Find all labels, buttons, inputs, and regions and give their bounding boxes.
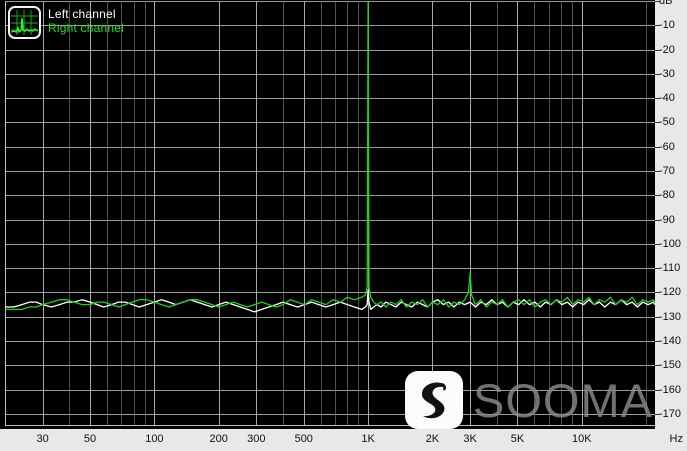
db-tick-label: -20 <box>659 43 675 56</box>
hz-tick-label: 2K <box>425 433 440 445</box>
db-tick-mark <box>655 122 660 123</box>
hz-unit-label: Hz <box>669 433 683 445</box>
hz-tick-label: 200 <box>209 433 228 445</box>
plot-grid <box>5 1 655 426</box>
db-tick-mark <box>655 390 660 391</box>
legend-left-channel-label: Left channel <box>48 7 116 21</box>
db-tick-mark <box>655 244 660 245</box>
db-tick-mark <box>655 1 660 2</box>
db-tick-label: -150 <box>659 359 682 372</box>
hz-tick-label: 100 <box>145 433 164 445</box>
db-tick-mark <box>655 195 660 196</box>
hz-tick-label: 30 <box>36 433 49 445</box>
db-tick-label: -10 <box>659 19 675 32</box>
soomal-watermark: SOOMAL <box>405 371 680 429</box>
plot-canvas <box>5 1 655 426</box>
db-tick-label: -160 <box>659 383 682 396</box>
hz-axis: Hz 30 50 100 200 300 500 1K 2K 3K 5K 10K <box>0 429 687 451</box>
db-tick-label: -100 <box>659 237 682 250</box>
db-tick-label: -90 <box>659 213 675 226</box>
db-tick-mark <box>655 292 660 293</box>
db-tick-label: -80 <box>659 189 675 202</box>
db-tick-label: dB <box>659 0 673 7</box>
db-tick-label: -120 <box>659 286 682 299</box>
db-tick-mark <box>655 171 660 172</box>
db-tick-mark <box>655 98 660 99</box>
db-tick-mark <box>655 365 660 366</box>
legend-right-channel-label: Right channel <box>48 21 124 35</box>
db-tick-mark <box>655 147 660 148</box>
plot-traces <box>5 1 655 313</box>
db-tick-mark <box>655 74 660 75</box>
soomal-wordmark: SOOMAL <box>473 373 681 427</box>
spectrum-plot[interactable]: Left channel Right channel SOOMAL <box>0 0 679 429</box>
hz-tick-label: 50 <box>83 433 97 445</box>
db-tick-mark <box>655 268 660 269</box>
db-tick-label: -140 <box>659 335 682 347</box>
db-tick-mark <box>655 220 660 221</box>
db-tick-label: -50 <box>659 116 675 129</box>
db-tick-mark <box>655 25 660 26</box>
db-tick-label: -130 <box>659 310 682 323</box>
db-tick-label: -30 <box>659 67 675 80</box>
legend: Left channel Right channel <box>8 6 124 39</box>
db-tick-label: -60 <box>659 140 675 153</box>
db-tick-label: -110 <box>659 262 681 275</box>
db-tick-label: -40 <box>659 92 675 105</box>
db-tick-mark <box>655 341 660 342</box>
db-tick-label: -170 <box>659 407 682 420</box>
db-tick-mark <box>655 414 660 415</box>
spectrum-display-icon <box>8 6 41 39</box>
hz-tick-label: 3K <box>463 433 477 445</box>
db-tick-mark <box>655 317 660 318</box>
soomal-logo <box>405 371 463 429</box>
hz-tick-label: 500 <box>294 433 313 445</box>
hz-tick-label: 10K <box>572 433 592 445</box>
hz-tick-label: 300 <box>247 433 266 445</box>
db-tick-label: -70 <box>659 165 675 177</box>
db-tick-mark <box>655 50 660 51</box>
db-axis: dB -10 -20 -30 -40 -50 -60 -70 -80 -90 -100 -110 -12… <box>655 0 687 429</box>
hz-tick-label: 5K <box>510 433 525 445</box>
hz-tick-label: 1K <box>361 433 375 445</box>
